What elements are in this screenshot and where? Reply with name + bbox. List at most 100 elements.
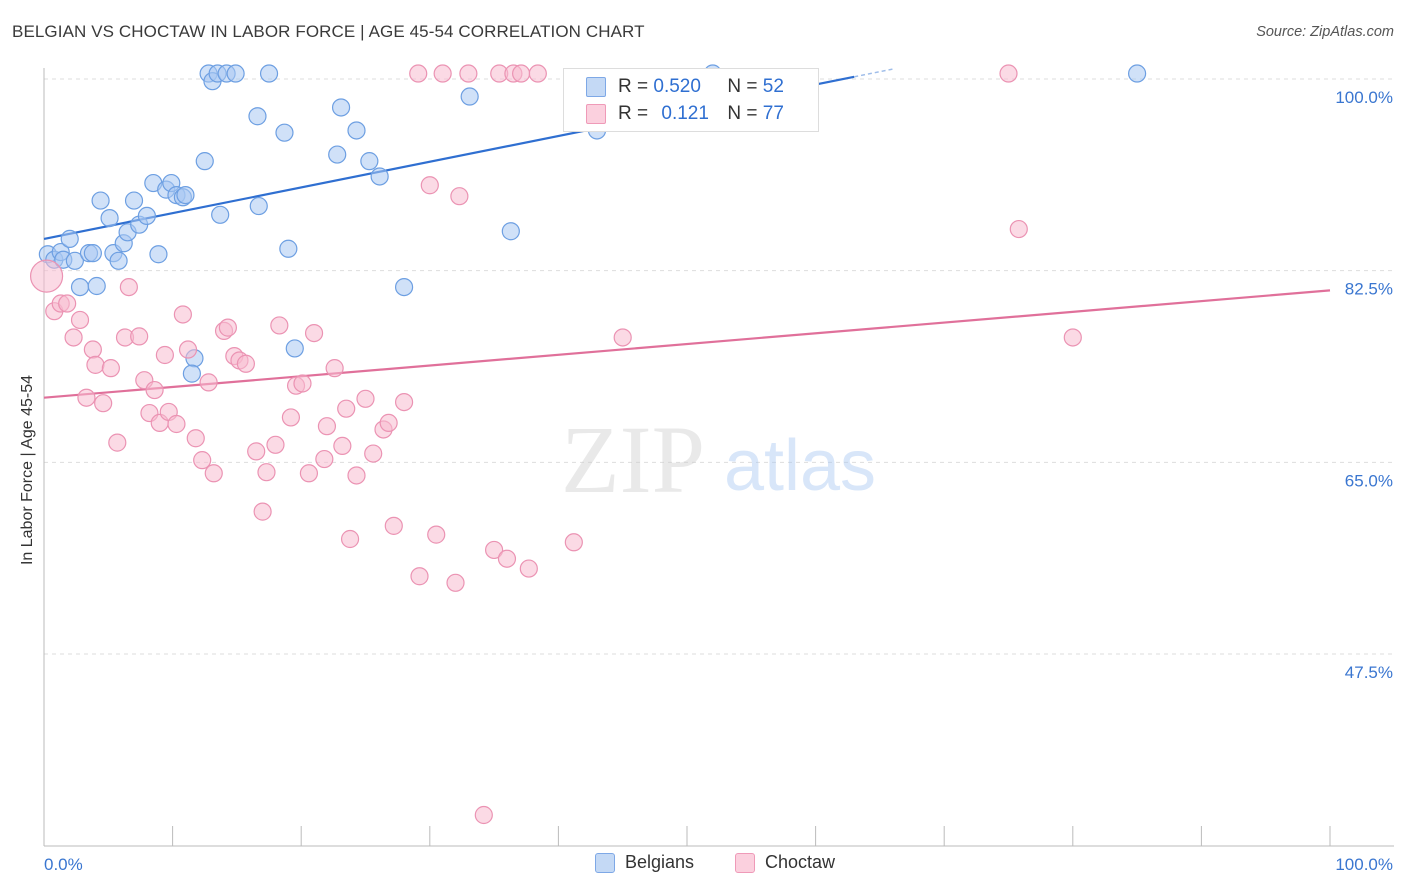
belgians-point xyxy=(331,98,351,117)
belgians-point xyxy=(182,364,201,383)
choctaw-point xyxy=(58,294,77,313)
belgians-point xyxy=(195,152,214,171)
choctaw-point xyxy=(613,328,632,347)
choctaw-trend-line xyxy=(43,289,1331,399)
choctaw-point xyxy=(218,318,237,337)
choctaw-point xyxy=(108,433,127,452)
choctaw-swatch xyxy=(735,852,755,873)
choctaw-point xyxy=(167,414,186,434)
y-tick-label-2: 65.0% xyxy=(1345,471,1393,490)
choctaw-point xyxy=(410,567,429,586)
choctaw-point xyxy=(384,516,403,535)
choctaw-swatch xyxy=(586,104,606,124)
belgians-point xyxy=(226,64,245,83)
choctaw-point xyxy=(145,380,164,400)
choctaw-point xyxy=(325,359,344,378)
legend-label-choctaw: Choctaw xyxy=(765,852,836,872)
belgians-point xyxy=(347,121,366,140)
watermark-atlas: atlas xyxy=(724,426,876,506)
axes xyxy=(43,68,1394,847)
choctaw-point xyxy=(497,549,517,568)
legend-row-belgians: R = 0.520 N = 52 xyxy=(586,75,784,99)
choctaw-point xyxy=(155,345,174,365)
belgians-point xyxy=(370,167,389,186)
belgians-swatch xyxy=(586,77,606,97)
choctaw-point xyxy=(1009,219,1028,239)
belgians-point xyxy=(60,229,79,249)
belgians-point xyxy=(109,251,128,270)
belgians-point xyxy=(1127,64,1147,83)
choctaw-point xyxy=(270,316,289,335)
legend-item-choctaw[interactable]: Choctaw xyxy=(735,852,835,873)
r-value-choctaw: 0.121 xyxy=(661,103,709,124)
n-label: N = xyxy=(727,103,758,124)
belgians-swatch xyxy=(595,852,615,873)
choctaw-point xyxy=(257,463,276,482)
choctaw-point xyxy=(204,464,223,483)
belgians-point xyxy=(259,64,279,83)
belgians-point xyxy=(70,277,90,297)
choctaw-point xyxy=(450,187,469,206)
x-tick-label-1: 100.0% xyxy=(1335,855,1393,874)
choctaw-point xyxy=(304,323,324,343)
choctaw-point xyxy=(1063,328,1082,347)
belgians-point xyxy=(279,239,298,258)
choctaw-point xyxy=(199,373,218,392)
choctaw-point xyxy=(173,305,192,324)
legend-label-belgians: Belgians xyxy=(625,852,695,872)
y-axis-label: In Labor Force | Age 45-54 xyxy=(19,374,36,566)
choctaw-point xyxy=(86,355,105,374)
choctaw-point xyxy=(347,466,366,485)
choctaw-point xyxy=(119,277,138,297)
y-tick-label-0: 100.0% xyxy=(1335,88,1393,107)
choctaw-point xyxy=(293,374,312,393)
stats-legend: R = 0.520 N = 52 R = 0.121 N = 77 xyxy=(563,68,819,132)
choctaw-point xyxy=(420,176,439,195)
choctaw-point xyxy=(446,573,465,592)
choctaw-point xyxy=(236,354,256,373)
choctaw-point xyxy=(101,359,120,378)
belgians-point xyxy=(285,339,304,358)
n-value-belgians: 52 xyxy=(762,76,784,97)
choctaw-point xyxy=(186,429,205,448)
choctaw-point xyxy=(70,310,90,330)
belgians-point xyxy=(460,87,479,106)
choctaw-point xyxy=(130,327,149,346)
choctaw-point xyxy=(394,392,414,412)
belgians-point xyxy=(83,244,102,263)
choctaw-point xyxy=(253,502,272,521)
r-value-belgians: 0.520 xyxy=(653,76,701,97)
source-credit: Source: ZipAtlas.com xyxy=(1256,24,1394,40)
belgians-point xyxy=(124,191,144,210)
belgians-point xyxy=(211,205,230,224)
choctaw-point xyxy=(409,64,428,83)
choctaw-point xyxy=(519,559,538,578)
choctaw-point xyxy=(29,259,64,293)
choctaw-point xyxy=(459,64,478,83)
series-belgians xyxy=(38,64,1147,383)
r-label: R = xyxy=(618,76,649,97)
choctaw-point xyxy=(247,442,266,461)
choctaw-point xyxy=(364,444,383,463)
n-value-choctaw: 77 xyxy=(762,103,784,124)
choctaw-point xyxy=(485,540,504,560)
belgians-point xyxy=(501,222,520,241)
chart-title: BELGIAN VS CHOCTAW IN LABOR FORCE | AGE … xyxy=(12,22,645,41)
choctaw-point xyxy=(999,64,1018,83)
watermark: ZIP atlas xyxy=(561,406,876,513)
belgians-point xyxy=(360,152,379,171)
belgians-trend-extension xyxy=(854,68,893,78)
choctaw-point xyxy=(474,805,493,825)
choctaw-point xyxy=(317,417,337,436)
choctaw-point xyxy=(193,451,212,470)
choctaw-point xyxy=(94,394,113,413)
choctaw-point xyxy=(340,529,360,549)
y-tick-label-3: 47.5% xyxy=(1345,663,1393,682)
belgians-point xyxy=(248,107,267,126)
tick-labels: 100.0% 82.5% 65.0% 47.5% 0.0% 100.0% xyxy=(44,88,1393,874)
choctaw-point xyxy=(512,64,531,83)
choctaw-point xyxy=(77,388,96,407)
choctaw-point xyxy=(379,413,398,433)
choctaw-point xyxy=(528,64,547,83)
legend-item-belgians[interactable]: Belgians xyxy=(595,852,694,873)
